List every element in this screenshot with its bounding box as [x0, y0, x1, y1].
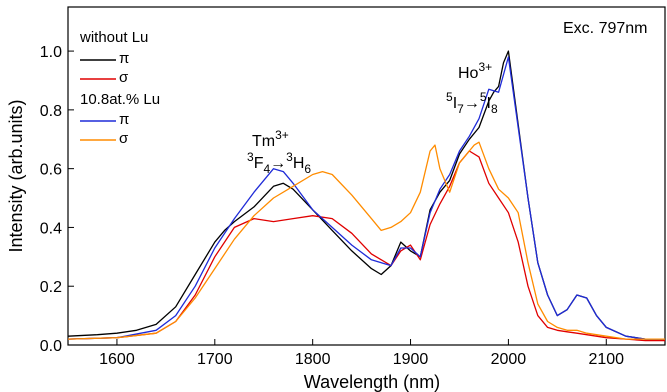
- tm-charge: 3+: [275, 128, 289, 142]
- ho-ion-label: Ho3+: [458, 60, 492, 82]
- tm-ion: Tm: [252, 133, 275, 150]
- excitation-annotation: Exc. 797nm: [563, 20, 647, 37]
- x-tick-label: 1600: [99, 351, 135, 368]
- ho-transition-label: 5I7→5I8: [446, 90, 498, 116]
- tm-upper-j: 4: [263, 162, 270, 176]
- legend-label-lu-sigma: σ: [119, 130, 129, 147]
- tm-lower-j: 6: [304, 162, 311, 176]
- y-tick-label: 0.8: [40, 103, 62, 120]
- series-layer: [67, 50, 665, 342]
- ho-lower-mult: 5: [480, 90, 487, 104]
- plot-frame: [67, 6, 666, 346]
- x-tick-label: 2100: [588, 351, 624, 368]
- series-line-1: [67, 150, 665, 342]
- legend-label-without-sigma: σ: [119, 69, 129, 86]
- y-axis-title: Intensity (arb.units): [6, 99, 26, 252]
- x-tick-label: 1700: [197, 351, 233, 368]
- tm-arrow: →: [270, 155, 286, 172]
- y-axis: 0.0 0.2 0.4 0.6 0.8 1.0: [40, 44, 74, 355]
- ho-upper-term: I: [453, 95, 457, 112]
- series-line-2: [67, 56, 665, 340]
- series-line-3: [67, 141, 665, 340]
- tm-annotation: Tm3+ 3F4→3H6: [247, 128, 311, 176]
- tm-transition-label: 3F4→3H6: [247, 150, 311, 176]
- ho-lower-j: 8: [491, 102, 498, 116]
- tm-lower-term: H: [293, 155, 305, 172]
- y-tick-label: 0.6: [40, 162, 62, 179]
- ho-upper-j: 7: [457, 102, 464, 116]
- tm-ion-label: Tm3+: [252, 128, 289, 150]
- y-tick-label: 0.0: [40, 338, 62, 355]
- ho-arrow: →: [464, 95, 480, 112]
- legend-group-1-label: without Lu: [79, 29, 148, 46]
- x-tick-label: 1800: [295, 351, 331, 368]
- x-tick-label: 1900: [393, 351, 429, 368]
- tm-upper-term: F: [254, 155, 264, 172]
- tm-lower-mult: 3: [286, 150, 293, 164]
- legend: without Lu π σ 10.8at.% Lu π σ: [79, 29, 160, 147]
- ho-upper-mult: 5: [446, 90, 453, 104]
- ho-charge: 3+: [478, 60, 492, 74]
- y-tick-label: 1.0: [40, 44, 62, 61]
- y-tick-label: 0.4: [40, 220, 62, 237]
- x-axis-title: Wavelength (nm): [304, 372, 440, 392]
- tm-upper-mult: 3: [247, 150, 254, 164]
- x-tick-label: 2000: [491, 351, 527, 368]
- legend-label-without-pi: π: [119, 50, 129, 67]
- ho-annotation: Ho3+ 5I7→5I8: [446, 60, 498, 116]
- legend-group-2-label: 10.8at.% Lu: [80, 91, 160, 108]
- x-axis: 1600 1700 1800 1900 2000 2100: [99, 339, 624, 368]
- ho-ion: Ho: [458, 65, 479, 82]
- ho-lower-term: I: [487, 95, 491, 112]
- legend-label-lu-pi: π: [119, 111, 129, 128]
- y-tick-label: 0.2: [40, 279, 62, 296]
